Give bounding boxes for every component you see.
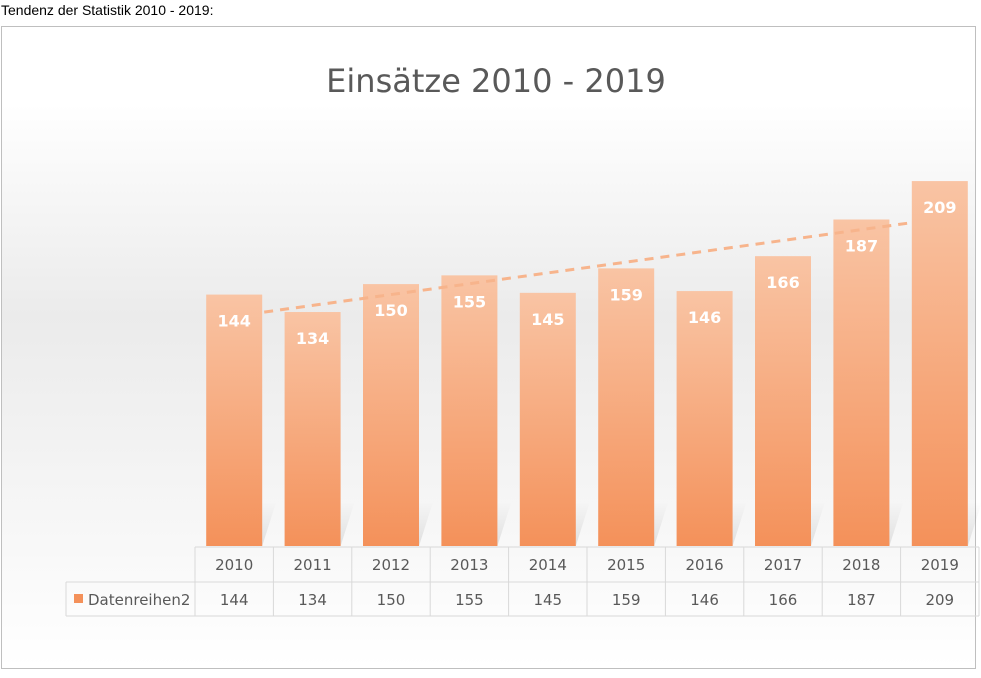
data-label-2016: 146 <box>688 308 721 327</box>
page-heading: Tendenz der Statistik 2010 - 2019: <box>1 2 214 18</box>
category-label-2012: 2012 <box>372 556 410 574</box>
data-label-2011: 134 <box>296 329 329 348</box>
data-label-2014: 145 <box>531 310 564 329</box>
table-value-2012: 150 <box>377 591 406 609</box>
data-label-2018: 187 <box>845 236 878 255</box>
bar-2015 <box>598 268 655 546</box>
chart-title: Einsätze 2010 - 2019 <box>326 62 666 100</box>
bar-2011 <box>284 312 341 546</box>
table-value-2015: 159 <box>612 591 641 609</box>
trendline <box>263 221 913 314</box>
bar-2013 <box>441 275 498 546</box>
data-label-2017: 166 <box>766 273 799 292</box>
trendline-group <box>263 221 913 314</box>
table-value-2013: 155 <box>455 591 484 609</box>
data-label-2010: 144 <box>217 312 250 331</box>
category-label-2019: 2019 <box>921 556 959 574</box>
legend-label: Datenreihen2 <box>88 591 190 609</box>
bar-2018 <box>833 219 890 547</box>
category-label-2017: 2017 <box>764 556 802 574</box>
category-label-2015: 2015 <box>607 556 645 574</box>
bar-2012 <box>363 284 419 546</box>
table-value-2010: 144 <box>220 591 249 609</box>
bar-2016 <box>676 291 733 546</box>
legend-key <box>74 594 83 603</box>
table-value-2018: 187 <box>847 591 876 609</box>
category-label-2010: 2010 <box>215 556 253 574</box>
data-label-2013: 155 <box>453 292 486 311</box>
data-labels-group: 144 134 150 155 145 159 146 166 187 209 <box>217 198 956 348</box>
bar-2014 <box>519 292 576 546</box>
bar-2017 <box>755 256 811 546</box>
table-value-2014: 145 <box>533 591 562 609</box>
table-value-2011: 134 <box>298 591 327 609</box>
data-label-2015: 159 <box>609 285 642 304</box>
table-value-2016: 146 <box>690 591 719 609</box>
table-value-2019: 209 <box>925 591 954 609</box>
category-label-2013: 2013 <box>450 556 488 574</box>
category-label-2014: 2014 <box>529 556 567 574</box>
data-label-2012: 150 <box>374 301 407 320</box>
category-label-2016: 2016 <box>686 556 724 574</box>
data-label-2019: 209 <box>923 198 956 217</box>
bar-2019 <box>911 181 968 546</box>
category-label-2018: 2018 <box>842 556 880 574</box>
table-value-2017: 166 <box>769 591 798 609</box>
bar-2010 <box>206 294 263 546</box>
bars-group <box>206 181 981 547</box>
category-label-2011: 2011 <box>294 556 332 574</box>
data-table: 2010 144 2011 134 2012 150 2013 155 2014 145 2015 1… <box>65 546 980 617</box>
